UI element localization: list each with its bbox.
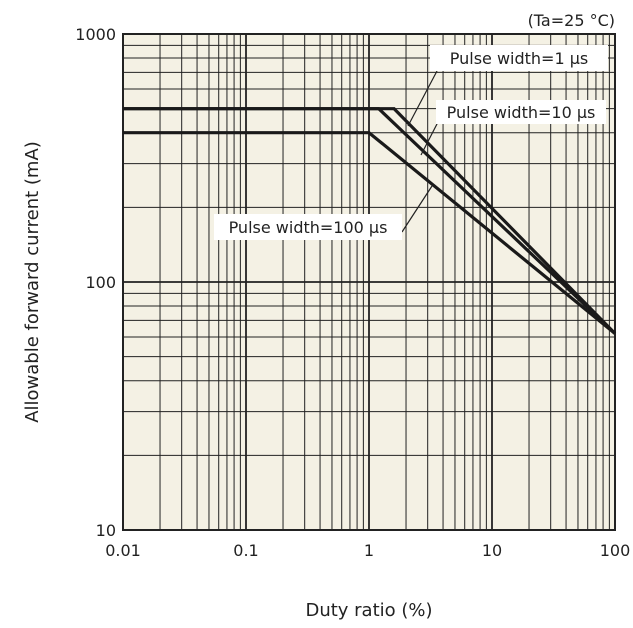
annotation-leader-2 bbox=[420, 121, 439, 156]
series-line-3 bbox=[123, 131, 617, 335]
series-label-1: Pulse width=1 µs bbox=[450, 49, 589, 68]
plot-frame bbox=[122, 33, 616, 531]
series-label-2: Pulse width=10 µs bbox=[447, 103, 596, 122]
annotation-box-2 bbox=[436, 100, 606, 124]
y-tick-label: 100 bbox=[85, 273, 116, 292]
series-line-2 bbox=[123, 107, 617, 335]
x-tick-label: 0.01 bbox=[105, 541, 141, 560]
annotation-leader-1 bbox=[407, 70, 438, 127]
x-tick-label: 100 bbox=[600, 541, 631, 560]
grid bbox=[123, 34, 615, 530]
series-group bbox=[123, 107, 617, 335]
x-tick-label: 1 bbox=[364, 541, 374, 560]
x-axis-label: Duty ratio (%) bbox=[305, 600, 432, 621]
annotations: Pulse width=1 µs Pulse width=10 µs Pulse w… bbox=[214, 45, 608, 240]
annotation-box-3 bbox=[214, 214, 402, 240]
y-tick-label: 1000 bbox=[75, 25, 116, 44]
annotation-box-1 bbox=[430, 45, 608, 71]
series-label-3: Pulse width=100 µs bbox=[229, 218, 388, 237]
annotation-leader-3 bbox=[401, 185, 433, 233]
tick-labels: 0.01 0.1 1 10 100 10 100 1000 bbox=[75, 25, 630, 560]
x-tick-label: 10 bbox=[482, 541, 502, 560]
y-tick-label: 10 bbox=[96, 521, 116, 540]
y-axis-label: Allowable forward current (mA) bbox=[22, 141, 43, 423]
x-tick-label: 0.1 bbox=[233, 541, 258, 560]
condition-note: (Ta=25 °C) bbox=[528, 11, 615, 30]
